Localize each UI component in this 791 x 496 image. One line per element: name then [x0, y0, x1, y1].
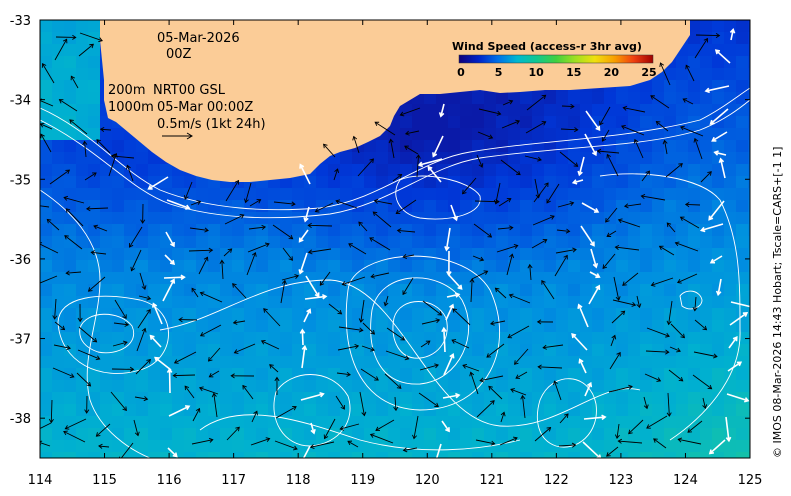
time-label: 00Z: [166, 47, 192, 62]
colorbar-tick-label: 15: [566, 66, 581, 79]
colorbar-tick-label: 25: [641, 66, 656, 79]
colorbar-tick-label: 20: [604, 66, 620, 79]
x-tick-label: 124: [673, 473, 698, 488]
colorbar-tick-label: 0: [457, 66, 465, 79]
x-tick-label: 114: [28, 473, 53, 488]
velocity-scale-label: 0.5m/s (1kt 24h): [157, 117, 266, 132]
product-label: NRT00 GSL: [153, 83, 226, 98]
colorbar-tick-label: 10: [529, 66, 545, 79]
x-tick-label: 121: [479, 473, 504, 488]
date-label: 05-Mar-2026: [157, 31, 240, 46]
x-tick-label: 120: [415, 473, 440, 488]
credit-label: © IMOS 08-Mar-2026 14:43 Hobart; Tscale=…: [771, 147, 784, 458]
y-tick-label: -36: [10, 253, 31, 268]
x-tick-label: 117: [221, 473, 246, 488]
y-tick-label: -34: [10, 94, 31, 109]
x-tick-label: 123: [608, 473, 633, 488]
y-tick-label: -35: [10, 173, 31, 188]
x-tick-label: 116: [157, 473, 182, 488]
y-tick-label: -33: [10, 14, 31, 29]
colorbar-ramp: [459, 55, 653, 63]
y-tick-label: -37: [10, 333, 31, 348]
x-tick-label: 118: [286, 473, 311, 488]
y-tick-label: -38: [10, 412, 31, 427]
analysis-time-label: 05-Mar 00:00Z: [157, 100, 253, 115]
contour-1000m-label: 1000m: [108, 100, 154, 115]
colorbar-title: Wind Speed (access-r 3hr avg): [452, 40, 642, 53]
x-tick-label: 122: [544, 473, 569, 488]
colorbar-tick-label: 5: [495, 66, 503, 79]
x-tick-label: 119: [350, 473, 375, 488]
contour-200m-label: 200m: [108, 83, 145, 98]
x-tick-label: 125: [738, 473, 763, 488]
x-tick-label: 115: [92, 473, 117, 488]
